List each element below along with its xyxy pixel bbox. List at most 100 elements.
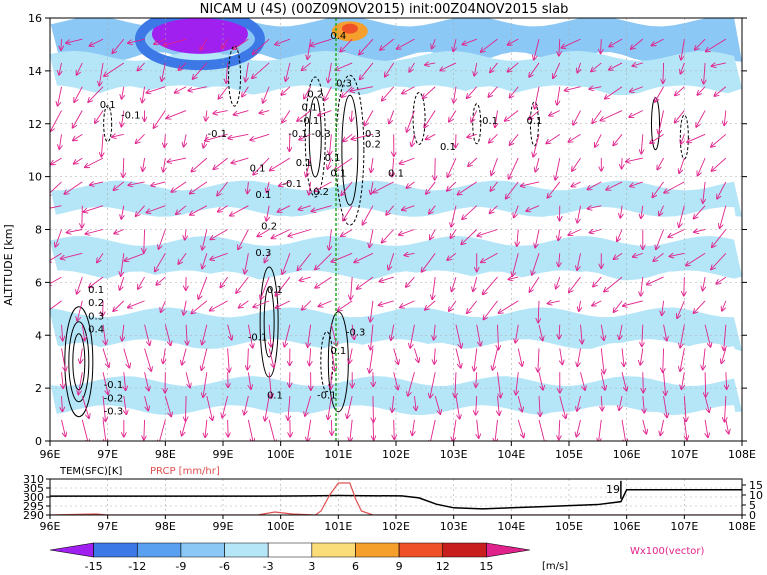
wind-vector <box>341 229 353 237</box>
wind-vector <box>61 39 62 50</box>
surface-x-tick-label: 101E <box>324 520 352 533</box>
colorbar-level-label: 3 <box>308 560 315 573</box>
contour-label: -0.1 <box>282 179 302 190</box>
wind-vector <box>565 86 581 91</box>
contour-line <box>341 94 359 206</box>
wind-vector <box>238 229 249 250</box>
wind-vector <box>703 348 705 369</box>
surface-x-tick-label: 97E <box>97 520 118 533</box>
wind-vector <box>592 110 602 124</box>
wind-vector <box>425 300 436 310</box>
wind-vector <box>236 276 249 293</box>
contour-label: 0.1 <box>296 158 312 169</box>
wind-vector <box>532 253 540 275</box>
wind-vector <box>606 181 623 190</box>
contour-line <box>308 96 322 178</box>
wind-vector <box>198 276 208 299</box>
contour-label: -0.3 <box>104 407 124 418</box>
wind-vector <box>305 395 312 416</box>
wind-vector <box>724 396 725 422</box>
wind-vector <box>483 276 498 294</box>
chart-title: NICAM U (4S) (00Z09NOV2015) init:00Z04NO… <box>200 2 569 17</box>
wind-vector <box>601 39 602 53</box>
wind-vector <box>684 277 685 296</box>
wind-vector <box>394 419 395 439</box>
wind-vector <box>136 205 145 216</box>
wind-vector <box>588 206 602 209</box>
wind-vector <box>369 229 374 248</box>
wind-vector <box>202 253 208 268</box>
wind-vector <box>50 252 62 262</box>
wind-vector <box>112 38 125 53</box>
wind-vector <box>579 300 581 311</box>
wind-vector <box>559 395 566 418</box>
wind-vector <box>97 253 104 262</box>
contour-label: 0.2 <box>365 140 381 151</box>
contour-label: 0.1 <box>325 153 341 164</box>
wind-vector <box>298 205 311 210</box>
wind-vector <box>90 182 104 185</box>
wind-vector <box>576 419 581 437</box>
contour-label: 0.1 <box>388 169 404 180</box>
wind-vector <box>601 324 604 341</box>
wind-vector <box>227 324 232 340</box>
wind-vector <box>123 158 124 177</box>
wind-vector <box>538 300 539 323</box>
wind-vector <box>643 396 645 413</box>
wind-vector <box>138 62 145 71</box>
wind-vector <box>476 372 477 387</box>
wind-vector <box>50 276 62 285</box>
wind-vector <box>58 86 62 106</box>
wind-vector <box>73 133 83 140</box>
wind-vector <box>572 157 581 171</box>
wind-vector <box>163 348 165 363</box>
wind-vector <box>703 277 705 290</box>
wind-vector <box>392 396 394 412</box>
wind-vector <box>705 372 706 396</box>
surface-panel-lines <box>50 480 742 515</box>
wind-vector <box>681 134 685 144</box>
contour-label: -0.3 <box>346 327 366 338</box>
wind-vector <box>489 134 498 142</box>
wind-vector <box>275 38 291 44</box>
wind-vector <box>247 348 248 369</box>
wind-vector <box>495 419 498 441</box>
wind-vector <box>247 324 252 348</box>
field-core-ring <box>134 18 265 71</box>
wind-vector <box>66 38 83 43</box>
wind-vector <box>555 158 561 180</box>
colorbar-unit: [m/s] <box>542 561 568 572</box>
wind-vector <box>178 62 187 70</box>
wind-vector <box>183 300 186 315</box>
wind-vector <box>432 277 436 299</box>
wind-vector <box>449 110 457 122</box>
wind-vector <box>352 133 374 139</box>
wind-vector <box>568 229 581 236</box>
wind-vector <box>268 419 275 441</box>
wind-vector <box>281 86 291 95</box>
wind-vector <box>248 372 251 389</box>
wind-vector <box>620 205 622 218</box>
wind-vector <box>386 205 395 215</box>
wind-vector <box>51 157 62 164</box>
wind-vector <box>653 252 664 261</box>
wind-vector <box>265 395 270 421</box>
wind-vector <box>538 348 539 371</box>
wind-vector <box>647 276 664 284</box>
wind-vector <box>222 38 228 48</box>
wind-vector <box>338 300 353 311</box>
colorbar-segment <box>224 542 269 558</box>
wind-vector <box>704 395 709 412</box>
contour-label: 0.2 <box>261 222 277 233</box>
wind-vector <box>694 300 706 313</box>
wind-vector <box>122 324 124 341</box>
wind-vector <box>473 276 478 291</box>
surface-x-tick-label: 105E <box>555 520 583 533</box>
wind-vector <box>408 372 415 396</box>
wind-vector <box>175 86 187 93</box>
wind-vector <box>104 62 125 76</box>
wind-vector <box>392 158 394 176</box>
wind-vector <box>288 229 311 237</box>
colorbar-segment <box>442 542 487 558</box>
wind-vector <box>393 372 398 389</box>
